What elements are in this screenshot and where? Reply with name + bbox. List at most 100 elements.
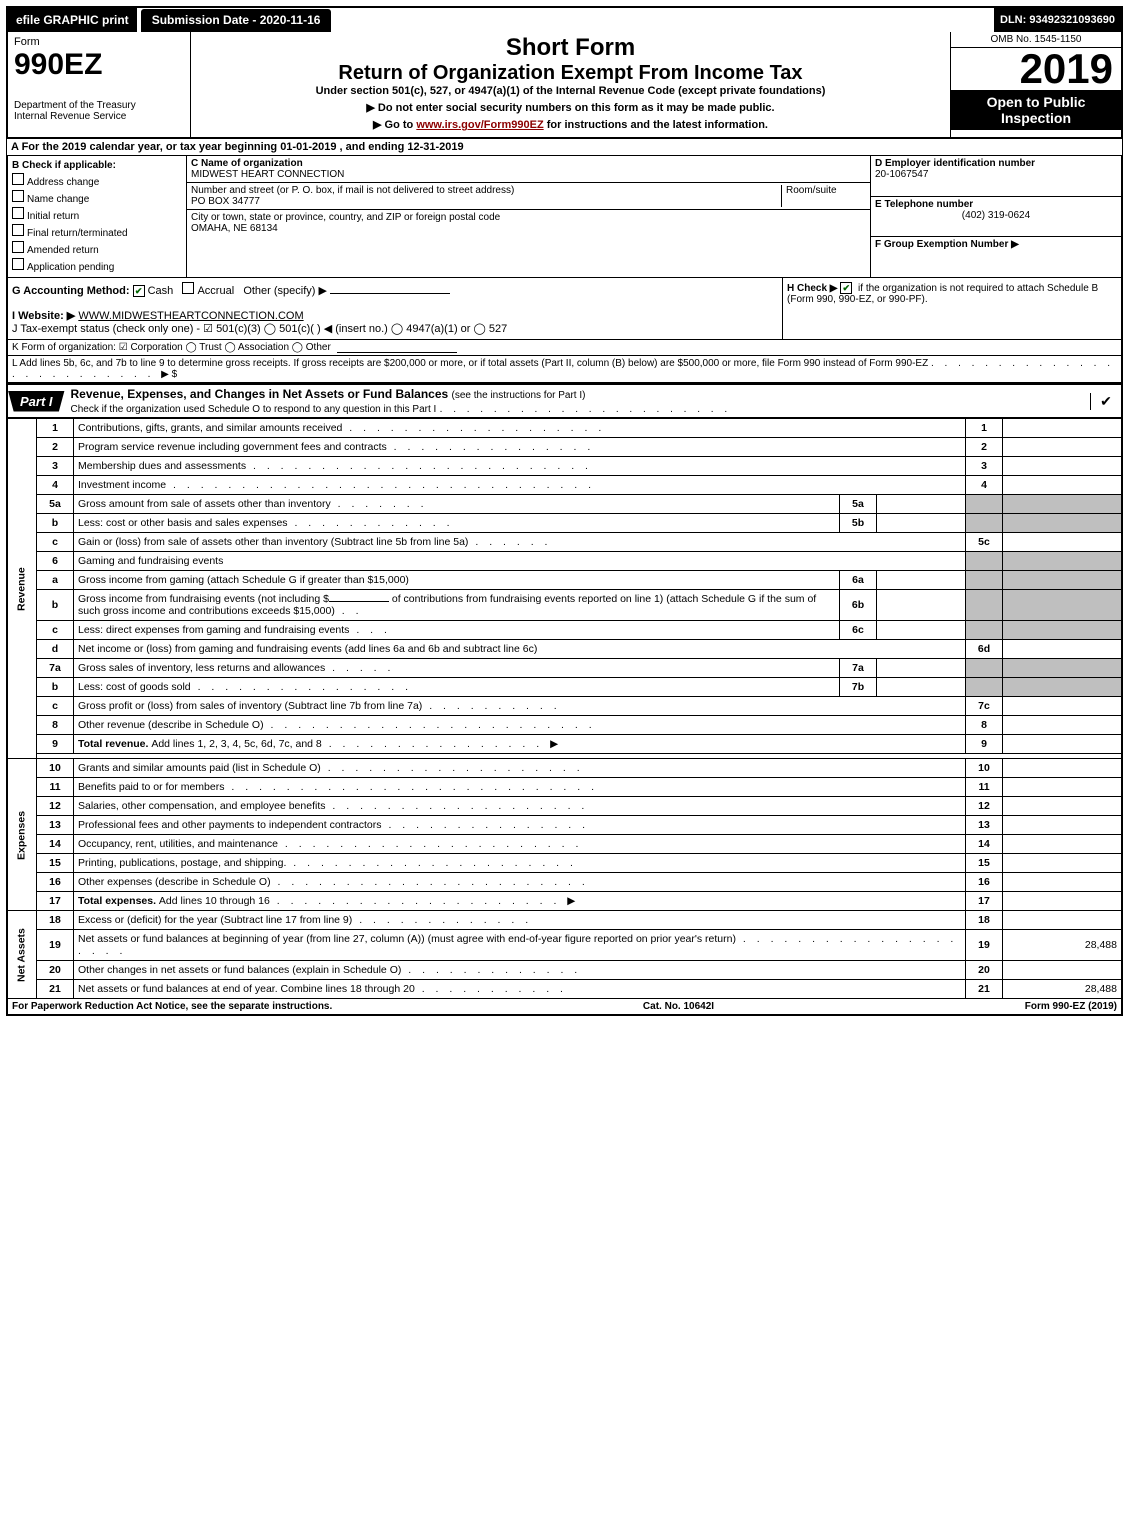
C-name-label: C Name of organization xyxy=(191,158,303,169)
amt-8 xyxy=(1003,716,1123,735)
line-6b-pre: Gross income from fundraising events (no… xyxy=(78,593,329,605)
line-1: Contributions, gifts, grants, and simila… xyxy=(78,422,342,434)
checkbox-name-change[interactable] xyxy=(12,190,24,202)
goto-post: for instructions and the latest informat… xyxy=(544,119,768,131)
B-final: Final return/terminated xyxy=(27,228,128,239)
short-form-title: Short Form xyxy=(197,34,944,62)
netassets-side-label: Net Assets xyxy=(7,911,37,999)
checkbox-final-return[interactable] xyxy=(12,224,24,236)
line-17: Add lines 10 through 16 xyxy=(159,895,270,907)
checkbox-cash[interactable] xyxy=(133,285,145,297)
amt-19: 28,488 xyxy=(1003,930,1123,961)
B-amend: Amended return xyxy=(27,245,99,256)
footer-bar: For Paperwork Reduction Act Notice, see … xyxy=(6,999,1123,1016)
G-accrual: Accrual xyxy=(197,285,234,297)
org-street: PO BOX 34777 xyxy=(191,196,260,207)
revenue-side-label: Revenue xyxy=(7,419,37,759)
line-21: Net assets or fund balances at end of ye… xyxy=(78,983,415,995)
line-6a: Gross income from gaming (attach Schedul… xyxy=(74,571,840,590)
checkbox-address-change[interactable] xyxy=(12,173,24,185)
form-label: Form xyxy=(14,36,184,48)
line-A-calendar-year: A For the 2019 calendar year, or tax yea… xyxy=(6,139,1123,156)
header-center: Short Form Return of Organization Exempt… xyxy=(191,32,950,137)
website[interactable]: WWW.MIDWESTHEARTCONNECTION.COM xyxy=(78,310,303,322)
line-19: Net assets or fund balances at beginning… xyxy=(78,933,736,945)
amt-6c xyxy=(877,621,966,640)
form-header: Form 990EZ Department of the Treasury In… xyxy=(6,32,1123,139)
amt-4 xyxy=(1003,476,1123,495)
amt-21: 28,488 xyxy=(1003,980,1123,999)
GH-row: G Accounting Method: Cash Accrual Other … xyxy=(6,278,1123,340)
B-appl: Application pending xyxy=(27,262,114,273)
C-street-label: Number and street (or P. O. box, if mail… xyxy=(191,185,514,196)
checkbox-H[interactable] xyxy=(840,282,852,294)
irs-link[interactable]: www.irs.gov/Form990EZ xyxy=(416,119,543,131)
org-city: OMAHA, NE 68134 xyxy=(191,223,278,234)
dln: DLN: 93492321093690 xyxy=(994,8,1121,32)
B-name: Name change xyxy=(27,194,89,205)
amt-6b xyxy=(877,590,966,621)
tax-year: 2019 xyxy=(951,48,1121,90)
amt-2 xyxy=(1003,438,1123,457)
part1-sub: (see the instructions for Part I) xyxy=(452,390,586,401)
part1-table: Revenue 1 Contributions, gifts, grants, … xyxy=(6,418,1123,999)
H-check: H Check ▶ xyxy=(787,283,837,294)
bcdef-block: B Check if applicable: Address change Na… xyxy=(6,156,1123,278)
dept-treasury: Department of the Treasury xyxy=(14,100,184,111)
paperwork-notice: For Paperwork Reduction Act Notice, see … xyxy=(12,1001,332,1012)
D-label: D Employer identification number xyxy=(875,158,1035,169)
rnum: 1 xyxy=(966,419,1003,438)
amt-5a xyxy=(877,495,966,514)
line-5b: Less: cost or other basis and sales expe… xyxy=(78,517,288,529)
checkbox-accrual[interactable] xyxy=(182,282,194,294)
B-init: Initial return xyxy=(27,211,79,222)
dots: . . . . . . . . . . . . . . . . . . . . … xyxy=(440,404,731,415)
line-5a: Gross amount from sale of assets other t… xyxy=(78,498,331,510)
header-right: OMB No. 1545-1150 2019 Open to Public In… xyxy=(950,32,1121,137)
ein: 20-1067547 xyxy=(875,169,928,180)
line-6c: Less: direct expenses from gaming and fu… xyxy=(78,624,349,636)
column-B: B Check if applicable: Address change Na… xyxy=(8,156,187,277)
line-10: Grants and similar amounts paid (list in… xyxy=(78,762,321,774)
line-18: Excess or (deficit) for the year (Subtra… xyxy=(78,914,352,926)
ssn-warning: ▶ Do not enter social security numbers o… xyxy=(197,101,944,114)
checkbox-amended[interactable] xyxy=(12,241,24,253)
checkbox-initial-return[interactable] xyxy=(12,207,24,219)
line-13: Professional fees and other payments to … xyxy=(78,819,382,831)
E-label: E Telephone number xyxy=(875,199,973,210)
room-suite: Room/suite xyxy=(781,185,866,207)
part1-check[interactable]: ✔ xyxy=(1090,393,1121,410)
amt-5c xyxy=(1003,533,1123,552)
B-label: B Check if applicable: xyxy=(12,160,182,171)
amt-9 xyxy=(1003,735,1123,754)
line-7b: Less: cost of goods sold xyxy=(78,681,191,693)
column-DEF: D Employer identification number 20-1067… xyxy=(870,156,1121,277)
line-3: Membership dues and assessments xyxy=(78,460,246,472)
amt-5b xyxy=(877,514,966,533)
line-4: Investment income xyxy=(78,479,166,491)
line-9: Add lines 1, 2, 3, 4, 5c, 6d, 7c, and 8 xyxy=(151,738,321,750)
G-cash: Cash xyxy=(148,285,174,297)
line-11: Benefits paid to or for members xyxy=(78,781,224,793)
checkbox-application-pending[interactable] xyxy=(12,258,24,270)
B-addr: Address change xyxy=(27,177,99,188)
line-15: Printing, publications, postage, and shi… xyxy=(78,857,286,869)
amt-6d xyxy=(1003,640,1123,659)
H-col: H Check ▶ if the organization is not req… xyxy=(782,278,1121,339)
cat-no: Cat. No. 10642I xyxy=(643,1001,714,1012)
6b-blank[interactable] xyxy=(329,601,389,602)
K-other-line[interactable] xyxy=(337,342,457,353)
line-5c: Gain or (loss) from sale of assets other… xyxy=(78,536,468,548)
line-20: Other changes in net assets or fund bala… xyxy=(78,964,401,976)
other-specify-line[interactable] xyxy=(330,293,450,294)
line-6d: Net income or (loss) from gaming and fun… xyxy=(74,640,966,659)
goto-pre: ▶ Go to xyxy=(373,119,416,131)
open-to-public: Open to Public Inspection xyxy=(951,90,1121,130)
J-tax-exempt: J Tax-exempt status (check only one) - ☑… xyxy=(12,323,507,335)
line-7c: Gross profit or (loss) from sales of inv… xyxy=(78,700,422,712)
header-left: Form 990EZ Department of the Treasury In… xyxy=(8,32,191,137)
efile-print[interactable]: efile GRAPHIC print xyxy=(8,8,137,32)
part1-checkline: Check if the organization used Schedule … xyxy=(71,404,437,415)
L-arrow: ▶ $ xyxy=(161,369,177,380)
amt-3 xyxy=(1003,457,1123,476)
